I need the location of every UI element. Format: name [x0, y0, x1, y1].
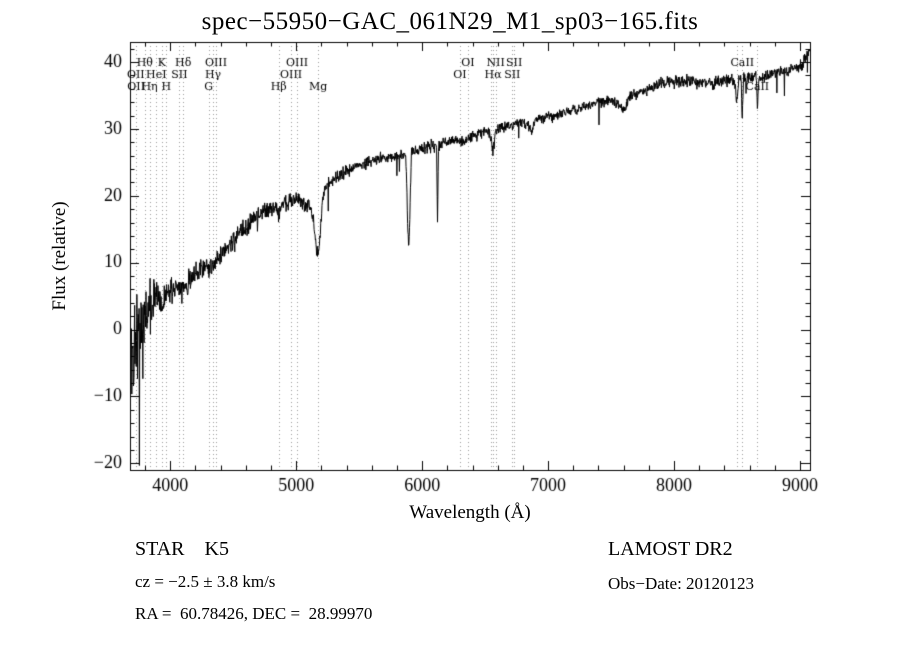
obs-date-text: Obs−Date: 20120123: [608, 574, 755, 593]
object-class-text: STAR K5: [135, 538, 229, 560]
ra-dec-text: RA = 60.78426, DEC = 28.99970: [135, 604, 373, 623]
cz-text: cz = −2.5 ± 3.8 km/s: [135, 572, 276, 591]
y-axis-label: Flux (relative): [49, 201, 70, 311]
spectrum-plot-canvas: [0, 0, 900, 520]
plot-title: spec−55950−GAC_061N29_M1_sp03−165.fits: [201, 8, 699, 35]
x-axis-label: Wavelength (Å): [409, 502, 531, 523]
survey-release-text: LAMOST DR2: [608, 538, 733, 560]
